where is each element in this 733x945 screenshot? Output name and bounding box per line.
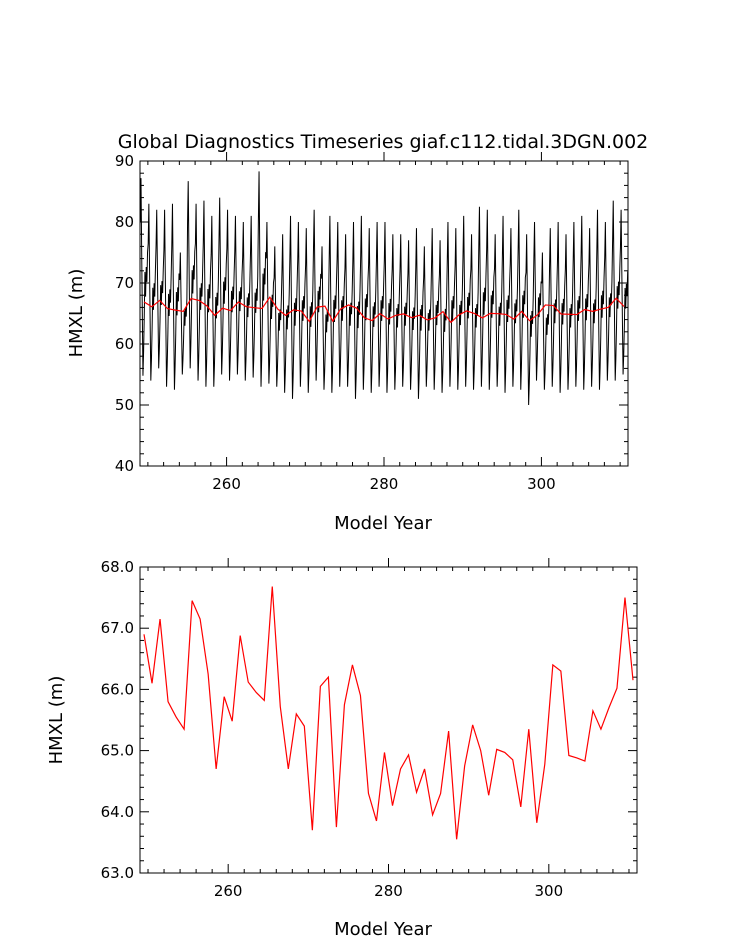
monthly-series-line (139, 171, 629, 406)
timeseries-panel-top: Global Diagnostics Timeseries giaf.c112.… (66, 131, 648, 534)
y-tick-label: 65.0 (101, 742, 134, 760)
bottom-plot-frame (139, 566, 638, 874)
y-tick-label: 80 (115, 213, 134, 231)
y-tick-label: 60 (115, 335, 134, 353)
annual-mean-series-line (143, 586, 634, 840)
x-tick-label: 300 (527, 475, 556, 493)
top-plot-frame (139, 160, 629, 467)
y-tick-label: 64.0 (101, 803, 134, 821)
annual-mean-series-line (143, 296, 625, 324)
x-tick-label: 280 (374, 882, 403, 900)
x-tick-label: 280 (370, 475, 399, 493)
y-tick-label: 67.0 (101, 619, 134, 637)
y-tick-label: 90 (115, 152, 134, 170)
top-series-group (139, 171, 629, 406)
bottom-y-axis-title: HMXL (m) (46, 676, 67, 765)
x-tick-label: 260 (214, 882, 243, 900)
y-tick-label: 40 (115, 457, 134, 475)
y-tick-label: 63.0 (101, 864, 134, 882)
top-axes-ticks: 260 280 300 40 50 60 70 80 90 (115, 152, 628, 493)
bottom-series-group (143, 586, 634, 840)
bottom-axes-ticks: 260 280 300 63.0 64.0 65.0 66.0 67.0 68.0 (101, 558, 637, 900)
x-tick-label: 300 (535, 882, 564, 900)
x-tick-label: 260 (212, 475, 241, 493)
timeseries-panel-bottom: 260 280 300 63.0 64.0 65.0 66.0 67.0 68.0 Model … (46, 558, 638, 940)
y-tick-label: 68.0 (101, 558, 134, 576)
top-y-axis-title: HMXL (m) (66, 269, 87, 358)
top-x-axis-title: Model Year (334, 513, 432, 534)
bottom-x-axis-title: Model Year (334, 919, 432, 940)
y-tick-label: 50 (115, 396, 134, 414)
y-tick-label: 66.0 (101, 680, 134, 698)
chart-title: Global Diagnostics Timeseries giaf.c112.… (118, 131, 649, 153)
y-tick-label: 70 (115, 274, 134, 292)
